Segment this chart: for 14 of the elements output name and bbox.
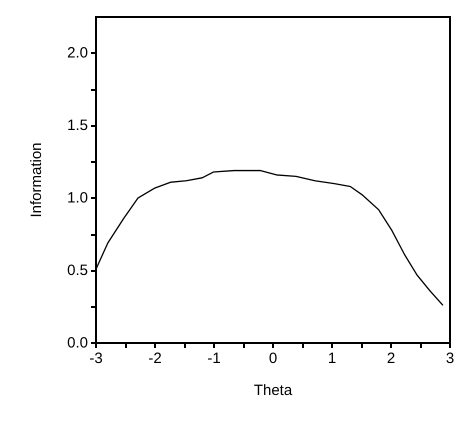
x-tick-label: -1 [207,350,221,367]
y-tick-label: 1.5 [67,117,88,134]
x-tick-label: -2 [148,350,162,367]
y-tick-label: 0.5 [67,262,88,280]
y-axis-title: Information [28,142,45,218]
y-tick-label: 1.0 [67,190,88,207]
x-axis-title: Theta [254,382,293,399]
x-tick-label: -3 [89,350,103,367]
x-tick-label: 1 [328,350,336,367]
x-tick-label: 3 [446,350,454,367]
x-tick-label: 0 [268,350,278,367]
y-tick-label: 2.0 [67,44,88,62]
x-tick-label: 2 [386,350,396,367]
y-tick-label: 0.0 [67,334,88,352]
